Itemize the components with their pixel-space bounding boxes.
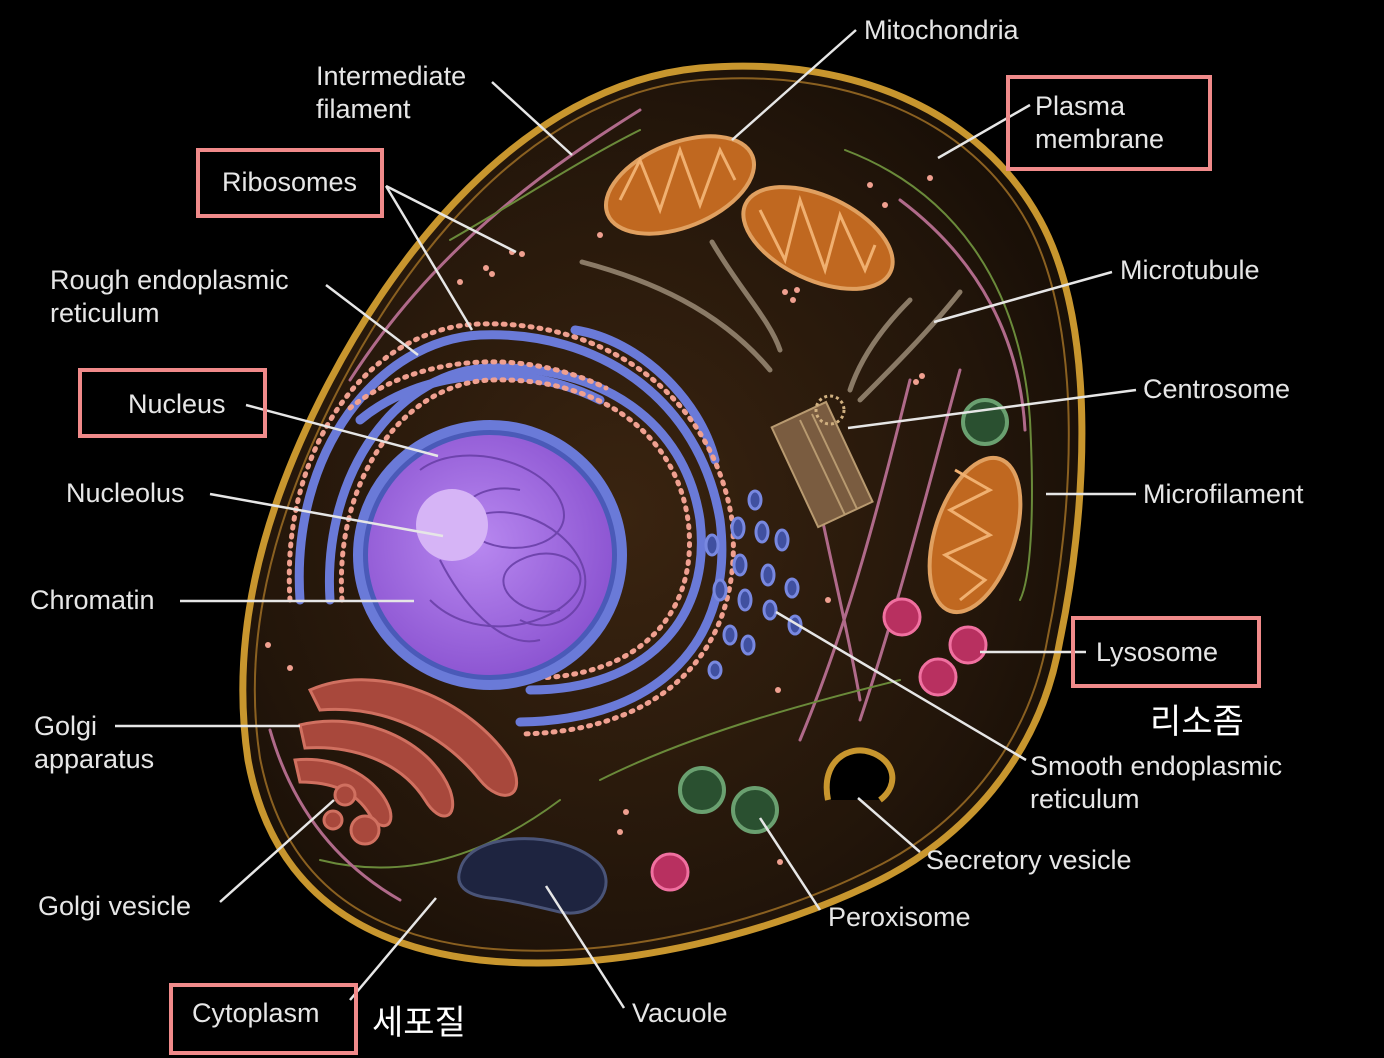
highlight-box-cytoplasm (169, 983, 358, 1055)
nucleolus-shape (416, 489, 488, 561)
label-nucleolus: Nucleolus (66, 478, 185, 508)
label-plasma-membrane-line1: Plasma (1035, 91, 1126, 121)
highlight-box-nucleus (78, 368, 267, 438)
label-plasma-membrane-line2: membrane (1035, 124, 1165, 154)
leader-lines (115, 29, 1137, 1009)
secretory-vesicle-shape (823, 747, 896, 803)
label-rough-er-line2: reticulum (50, 298, 160, 328)
label-lysosome-korean: 리소좀 (1150, 702, 1244, 742)
label-cytoplasm-korean: 세포질 (372, 1003, 466, 1043)
golgi-vesicles (322, 783, 381, 846)
peroxisome-shapes (678, 398, 1009, 834)
label-chromatin: Chromatin (30, 585, 155, 615)
centrosome-shape (770, 394, 874, 529)
plasma-membrane-inner (253, 77, 1070, 952)
label-intermediate-filament: Intermediate filament (316, 60, 466, 126)
label-ribosomes: Ribosomes (222, 167, 358, 197)
label-intermediate-filament-line2: filament (316, 94, 411, 124)
lysosome-shapes (650, 597, 988, 892)
smooth-er-shape (704, 489, 803, 680)
label-vacuole: Vacuole (632, 998, 728, 1028)
label-smooth-er-line1: Smooth endoplasmic (1030, 751, 1283, 781)
label-mitochondria: Mitochondria (864, 15, 1019, 45)
label-cytoplasm: Cytoplasm (192, 998, 320, 1028)
nucleus-shape (353, 420, 627, 690)
mitochondria-cristae (618, 145, 994, 602)
microtubules (579, 239, 963, 403)
label-intermediate-filament-line1: Intermediate (316, 61, 467, 91)
vacuole-shape (457, 837, 608, 915)
label-golgi-apparatus-line2: apparatus (34, 744, 155, 774)
label-rough-er-line1: Rough endoplasmic (50, 265, 289, 295)
label-nucleus: Nucleus (128, 389, 226, 419)
label-lysosome: Lysosome (1096, 637, 1219, 667)
label-peroxisome: Peroxisome (828, 902, 971, 932)
label-golgi-vesicle: Golgi vesicle (38, 891, 192, 921)
label-smooth-er: Smooth endoplasmic reticulum (1030, 750, 1282, 816)
label-plasma-membrane: Plasma membrane (1035, 90, 1164, 156)
rough-er-shape (294, 325, 727, 727)
label-golgi-apparatus-line1: Golgi (34, 711, 98, 741)
rough-er-ribosomes (286, 321, 736, 737)
label-microfilament: Microfilament (1143, 479, 1304, 509)
label-golgi-apparatus: Golgi apparatus (34, 710, 154, 776)
label-smooth-er-line2: reticulum (1030, 784, 1140, 814)
golgi-shape (293, 678, 518, 828)
label-secretory-vesicle: Secretory vesicle (926, 845, 1132, 875)
label-microtubule: Microtubule (1120, 255, 1260, 285)
free-ribosomes (265, 175, 933, 865)
label-rough-er: Rough endoplasmic reticulum (50, 264, 289, 330)
highlight-box-ribosomes (196, 148, 384, 218)
label-centrosome: Centrosome (1143, 374, 1291, 404)
highlight-box-plasma-membrane (1006, 75, 1212, 171)
highlight-box-lysosome (1071, 616, 1261, 688)
